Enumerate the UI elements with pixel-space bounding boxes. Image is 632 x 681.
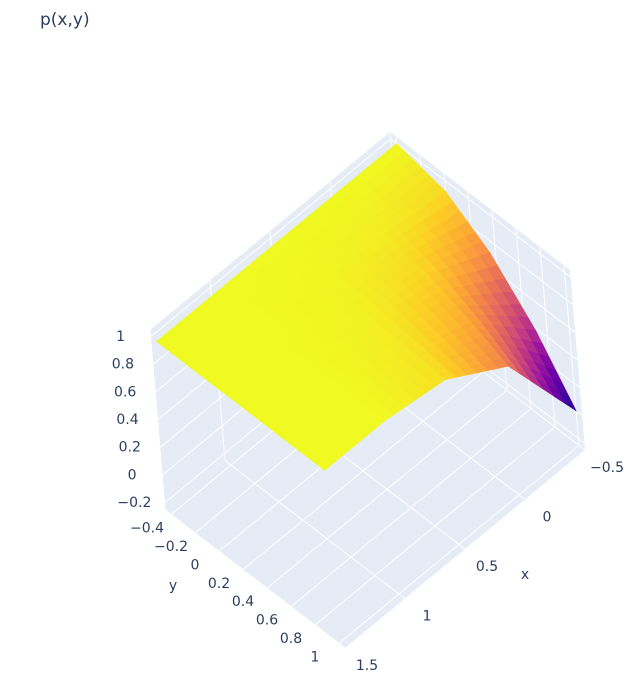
z-tick-label: 0.4 xyxy=(116,412,138,428)
surface-cell xyxy=(216,242,326,330)
surface-cell xyxy=(204,328,308,411)
z-tick-label: −0.2 xyxy=(117,495,151,511)
y-tick-label: 0.8 xyxy=(280,631,302,647)
y-grid-line xyxy=(314,426,556,626)
z-tick-label: 0 xyxy=(128,467,137,483)
surface-cell xyxy=(470,321,577,412)
y-tick-label: 0.4 xyxy=(232,594,254,610)
surface-cell xyxy=(276,192,386,282)
surface-cell xyxy=(156,291,266,379)
x-tick-label: 1 xyxy=(423,609,432,625)
z-tick-label: 0.6 xyxy=(114,384,136,400)
surface-cell xyxy=(366,274,472,350)
x-tick-label: 0 xyxy=(543,510,552,526)
z-tick-label: 1 xyxy=(116,329,125,345)
surface-cell xyxy=(348,348,446,422)
y-grid-line xyxy=(242,371,484,571)
x-tick-label: 1.5 xyxy=(356,658,378,674)
surface-cell xyxy=(264,280,368,362)
x-tick-label: 0.5 xyxy=(476,559,498,575)
y-tick-label: −0.4 xyxy=(130,521,164,537)
z-grid-line xyxy=(390,138,571,278)
y-tick-label: 0.6 xyxy=(256,613,278,629)
surface-cell xyxy=(288,392,386,471)
surface-cell xyxy=(408,321,509,380)
y-grid-line xyxy=(338,445,580,644)
surface-cell xyxy=(427,252,537,331)
y-tick-label: −0.2 xyxy=(154,539,188,555)
y-grid-line xyxy=(290,408,532,607)
chart-title: p(x,y) xyxy=(40,10,90,30)
y-tick-label: 0 xyxy=(191,557,200,573)
z-tick-label: 0.2 xyxy=(119,440,141,456)
surface-cell xyxy=(306,313,410,394)
x-axis-title: x xyxy=(521,567,529,583)
surface-cell xyxy=(246,360,350,444)
y-axis-title: y xyxy=(169,578,177,594)
y-grid-line xyxy=(266,389,508,589)
x-tick-label: −0.5 xyxy=(590,460,624,476)
z-tick-label: 0.8 xyxy=(112,357,134,373)
surface-patch xyxy=(318,457,336,471)
y-tick-label: 1 xyxy=(311,649,320,665)
surface-cell xyxy=(384,190,491,275)
z-grid-line xyxy=(150,138,391,338)
surface-cell xyxy=(336,143,446,235)
y-tick-label: 0.2 xyxy=(208,576,230,592)
